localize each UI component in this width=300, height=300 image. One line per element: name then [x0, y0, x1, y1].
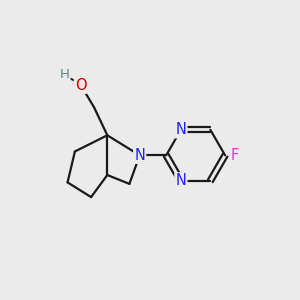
Text: H: H: [60, 68, 70, 81]
Text: N: N: [134, 148, 145, 163]
Text: O: O: [75, 78, 87, 93]
Text: F: F: [230, 148, 238, 163]
Text: N: N: [176, 173, 186, 188]
Text: N: N: [176, 122, 186, 137]
